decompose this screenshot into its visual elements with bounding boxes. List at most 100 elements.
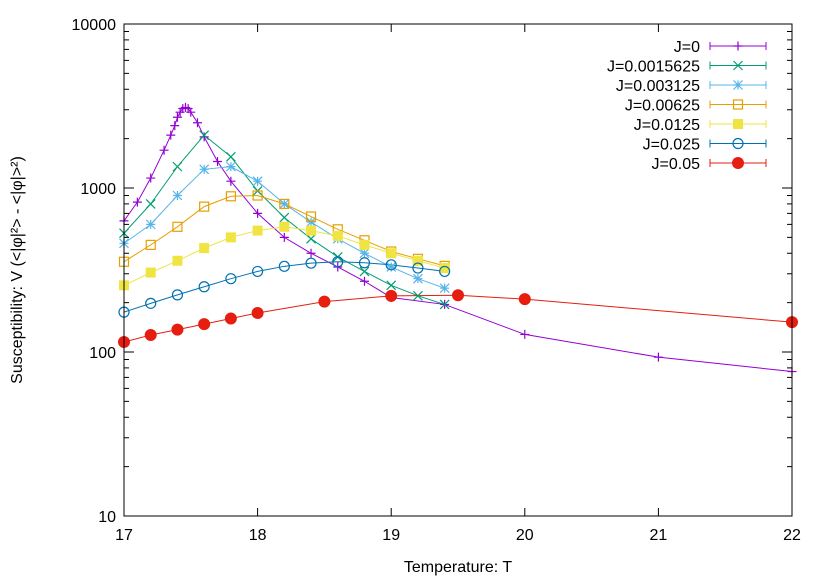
data-point-s3-2: [172, 221, 183, 232]
data-point-s4-3: [199, 243, 210, 254]
data-point-s0-14: [213, 157, 223, 167]
data-point-s0-23: [520, 329, 530, 339]
data-point-s4-4: [225, 232, 236, 243]
data-point-s2-6: [279, 198, 290, 209]
data-point-s6-2: [171, 323, 184, 336]
data-point-s0-5: [170, 121, 180, 131]
data-point-s0-24: [653, 352, 663, 362]
data-point-s1-7: [306, 233, 316, 244]
data-point-s6-7: [385, 289, 398, 302]
data-point-s6-6: [318, 295, 331, 308]
data-point-s6-3: [198, 318, 211, 331]
data-point-s4-9: [359, 239, 370, 250]
data-point-s4-10: [386, 248, 397, 259]
data-point-s3-7: [305, 211, 317, 222]
data-point-s5-11: [412, 262, 424, 274]
data-point-s6-9: [518, 293, 531, 306]
data-point-s0-13: [199, 132, 209, 142]
legend-label: J=0.05: [652, 156, 701, 173]
data-point-s2-7: [306, 217, 316, 227]
y-axis-label: Susceptibility: V (<|φ|²> - <|φ|>²): [9, 156, 26, 384]
x-tick-label: 17: [115, 527, 133, 544]
data-point-s4-1: [145, 267, 156, 278]
x-tick-label: 18: [249, 527, 267, 544]
legend-marker-4: [733, 119, 743, 129]
legend-label: J=0.0125: [634, 117, 700, 134]
data-point-s0-17: [279, 232, 289, 242]
data-point-s5-5: [252, 265, 264, 278]
axis-ticks: 17 18 19 20 21 22 10 100 1000 10000: [72, 17, 802, 544]
legend-label: J=0.025: [643, 137, 700, 154]
legend-marker-6: [732, 157, 744, 169]
data-point-s5-12: [439, 265, 451, 278]
legend-label: J=0: [674, 39, 700, 56]
data-point-s0-2: [146, 173, 156, 183]
legend-marker-0: [733, 41, 743, 51]
x-axis-label: Temperature: T: [404, 559, 512, 576]
data-point-s3-1: [145, 239, 156, 250]
data-point-s1-12: [439, 299, 450, 310]
x-tick-label: 22: [783, 527, 801, 544]
data-point-s1-2: [172, 161, 183, 172]
data-point-s3-3: [199, 201, 210, 212]
y-tick-label: 10000: [72, 17, 117, 34]
data-point-s4-6: [279, 221, 290, 232]
data-point-s6-1: [144, 328, 157, 341]
data-point-s5-6: [278, 260, 290, 272]
data-point-s5-4: [225, 273, 237, 285]
data-point-s0-11: [186, 107, 196, 117]
data-point-s0-15: [226, 176, 236, 186]
series-line-6: [123, 294, 793, 343]
data-point-s5-9: [358, 257, 371, 269]
data-point-s1-6: [279, 212, 290, 223]
data-point-s3-6: [279, 198, 290, 209]
data-point-s0-4: [166, 130, 176, 140]
data-point-s2-3: [199, 164, 210, 175]
legend-marker-2: [733, 80, 743, 90]
data-point-s1-11: [412, 290, 423, 301]
plot-frame: [123, 23, 793, 517]
x-tick-label: 20: [516, 527, 534, 544]
data-point-s2-11: [412, 273, 423, 284]
data-point-s6-4: [224, 312, 237, 325]
data-point-s3-4: [225, 191, 236, 202]
data-point-s2-12: [439, 283, 450, 294]
data-point-s2-1: [145, 219, 156, 230]
data-point-s5-1: [145, 297, 157, 309]
data-point-s4-12: [439, 263, 450, 274]
data-point-s0-1: [132, 197, 142, 207]
series-line-1: [123, 134, 445, 305]
legend-label: J=0.00625: [625, 98, 700, 115]
data-point-s0-12: [192, 118, 202, 128]
y-tick-label: 1000: [80, 181, 116, 198]
x-tick-label: 19: [382, 527, 400, 544]
data-point-s1-3: [199, 130, 210, 141]
data-point-s5-7: [305, 257, 317, 269]
data-point-s0-16: [253, 208, 263, 218]
legend-marker-5: [732, 137, 744, 150]
data-point-s0-18: [306, 248, 316, 258]
data-point-s0-20: [359, 276, 369, 286]
data-point-s1-10: [386, 280, 397, 291]
data-point-s2-5: [252, 176, 263, 187]
legend-label: J=0.003125: [616, 78, 700, 95]
data-point-s1-9: [359, 266, 370, 277]
data-point-s5-3: [198, 281, 210, 293]
data-point-s0-3: [159, 145, 169, 155]
data-point-s5-2: [171, 289, 184, 301]
data-point-s2-2: [172, 190, 183, 201]
data-point-s4-5: [252, 225, 263, 236]
data-point-s2-9: [359, 248, 370, 259]
data-point-s1-4: [225, 151, 236, 162]
y-tick-label: 10: [98, 509, 116, 526]
data-point-s4-8: [332, 230, 343, 241]
legend-marker-1: [733, 60, 743, 71]
legend-label: J=0.0015625: [607, 59, 700, 76]
data-point-s0-6: [172, 112, 182, 122]
data-point-s5-8: [332, 256, 344, 268]
data-point-s3-5: [252, 190, 263, 201]
series-markers: [118, 102, 798, 377]
data-point-s2-10: [386, 262, 397, 272]
data-point-s4-11: [412, 255, 423, 266]
